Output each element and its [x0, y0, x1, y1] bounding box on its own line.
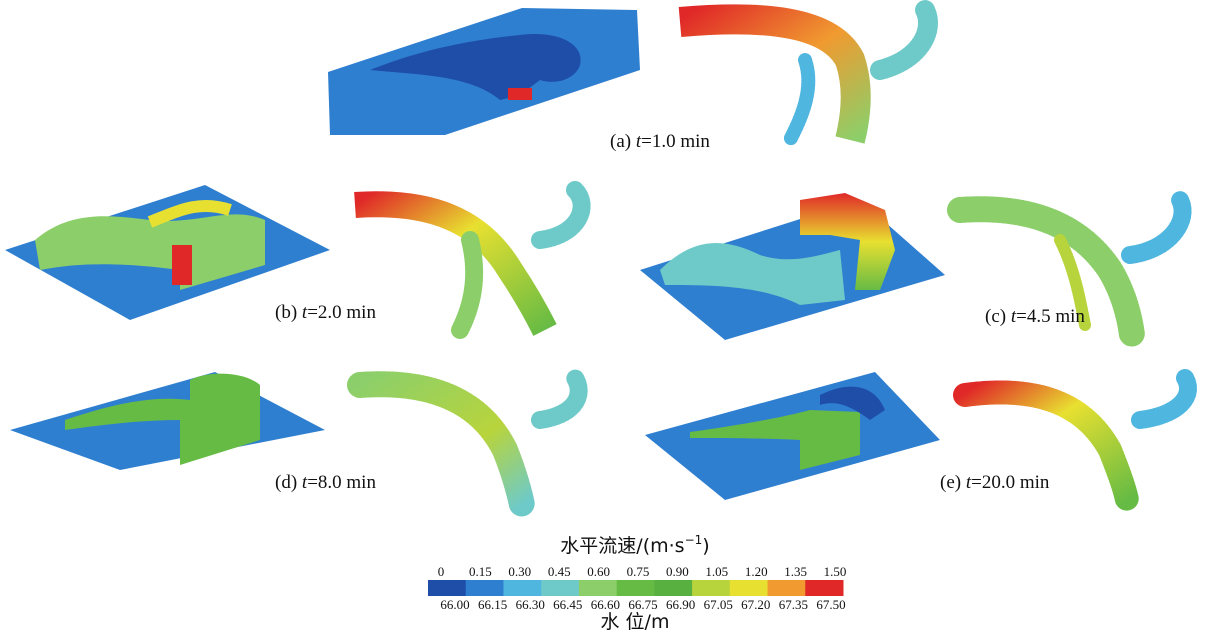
flow-field: [540, 378, 579, 420]
level-label: 66.60: [591, 597, 620, 612]
velocity-label: 1.05: [705, 564, 728, 579]
velocity-label: 1.35: [784, 564, 807, 579]
outflow: [508, 88, 532, 100]
caption: (c) t=4.5 min: [985, 306, 1085, 327]
level-label: 66.75: [628, 597, 657, 612]
caption: (d) t=8.0 min: [275, 472, 376, 493]
flow-field: [1140, 378, 1188, 420]
panel-a: (a) t=1.0 min: [328, 8, 928, 152]
velocity-label: 0: [438, 564, 445, 579]
level-label: 66.90: [666, 597, 695, 612]
velocity-label: 1.50: [824, 564, 847, 579]
flow-field: [540, 190, 582, 240]
color-swatch: [692, 580, 730, 596]
color-swatch: [466, 580, 504, 596]
level-label: 67.50: [816, 597, 845, 612]
color-swatch: [579, 580, 617, 596]
velocity-label: 0.75: [627, 564, 650, 579]
velocity-label: 0.45: [548, 564, 571, 579]
colorbar: 水平流速/(m·s−1) 水 位/m 0 0.15 0.30 0.45 0.60 0.75…: [428, 533, 846, 633]
velocity-label: 0.60: [587, 564, 610, 579]
colorbar-title: 水平流速/(m·s−1): [560, 533, 709, 557]
color-swatch: [805, 580, 843, 596]
velocity-label: 0.90: [666, 564, 689, 579]
level-label: 67.20: [741, 597, 770, 612]
velocity-label: 0.15: [469, 564, 492, 579]
velocity-label: 0.30: [508, 564, 531, 579]
color-swatch: [654, 580, 692, 596]
flow-field: [355, 204, 545, 330]
outflow: [172, 245, 192, 285]
level-label: 66.15: [478, 597, 507, 612]
plate: [10, 372, 325, 470]
caption: (b) t=2.0 min: [275, 302, 376, 323]
color-swatch: [503, 580, 541, 596]
color-swatch: [428, 580, 466, 596]
colorbar-bottom-title: 水 位/m: [601, 611, 670, 633]
flow-field: [790, 60, 808, 140]
flow-field: [880, 10, 928, 70]
flow-field: [460, 240, 474, 330]
level-label: 67.35: [779, 597, 808, 612]
color-swatch: [617, 580, 655, 596]
panel-e: (e) t=20.0 min: [645, 372, 1188, 500]
level-label: 66.45: [553, 597, 582, 612]
panel-c: (c) t=4.5 min: [640, 193, 1183, 340]
level-label: 67.05: [704, 597, 733, 612]
flow-field: [1130, 200, 1183, 255]
color-swatch: [768, 580, 806, 596]
color-swatch: [730, 580, 768, 596]
figure: (a) t=1.0 min (b) t=2.0 min (c) t=4.5 mi…: [0, 0, 1226, 635]
velocity-label: 1.20: [745, 564, 768, 579]
level-label: 66.00: [440, 597, 469, 612]
caption: (e) t=20.0 min: [940, 472, 1050, 493]
level-label: 66.30: [516, 597, 545, 612]
caption: (a) t=1.0 min: [610, 131, 710, 152]
panel-b: (b) t=2.0 min: [5, 185, 582, 330]
color-swatch: [541, 580, 579, 596]
panel-d: (d) t=8.0 min: [10, 372, 579, 505]
flow-field: [680, 19, 856, 140]
flow-field: [360, 384, 522, 505]
